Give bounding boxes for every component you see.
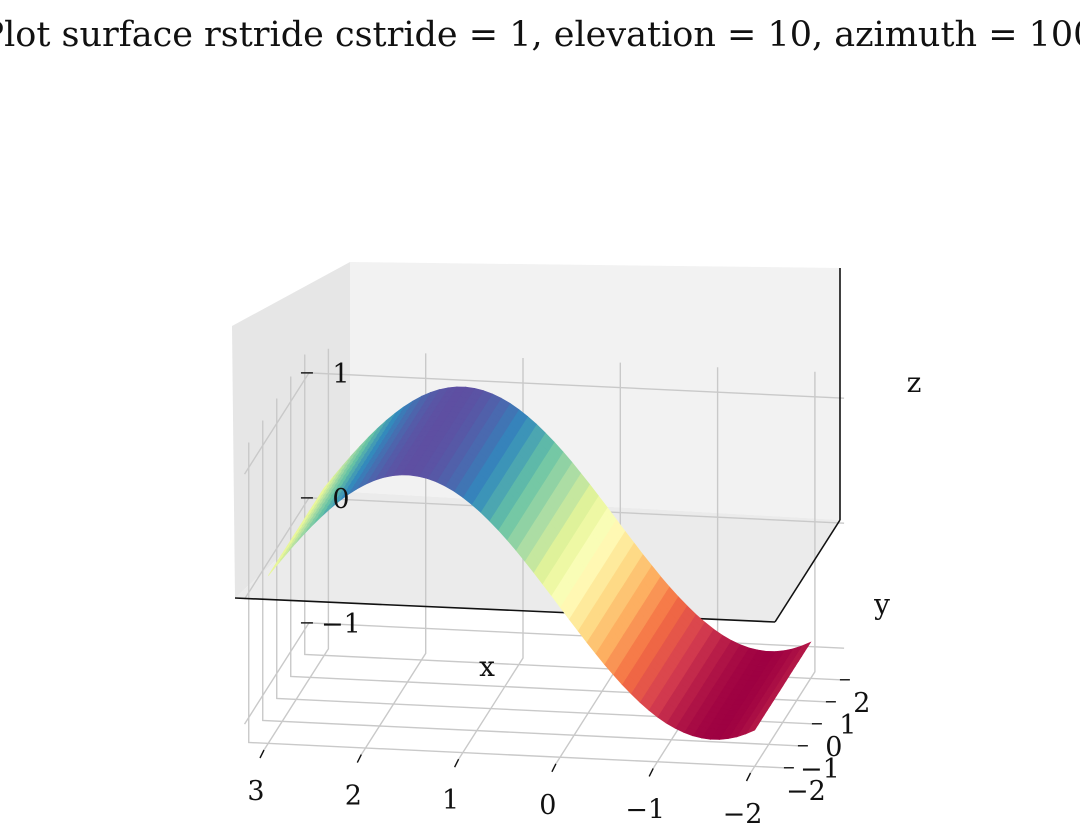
grid-line-y (262, 420, 798, 747)
y-tick-label: 0 (825, 732, 842, 763)
grid-line-y (276, 398, 812, 725)
x-tick-mark (551, 763, 557, 773)
z-axis-label: z (907, 366, 922, 399)
z-tick-label: −1 (321, 609, 361, 640)
y-tick-label: −2 (786, 776, 826, 807)
grid-line-y (248, 442, 784, 769)
y-axis-label: y (873, 588, 890, 621)
x-tick-mark (259, 749, 265, 759)
x-tick-label: 0 (539, 790, 556, 821)
x-tick-label: 1 (442, 785, 459, 816)
x-tick-mark (745, 772, 752, 782)
z-tick-label: 1 (332, 359, 349, 390)
y-tick-label: 2 (853, 688, 870, 719)
x-tick-mark (356, 754, 362, 763)
x-tick-mark (453, 758, 460, 768)
chart-title: Plot surface rstride cstride = 1, elevat… (0, 15, 1080, 55)
x-axis-label: x (479, 650, 495, 683)
back-pane (350, 262, 840, 520)
z-tick-label: 0 (332, 484, 349, 515)
grid-line-x (749, 371, 816, 774)
x-tick-mark (648, 768, 654, 777)
surface-plot (267, 386, 812, 740)
x-tick-label: 3 (247, 776, 264, 807)
x-tick-label: 2 (345, 781, 362, 812)
x-tick-labels: 3 2 1 0 −1 −2 (247, 776, 762, 830)
tick-marks (259, 372, 850, 782)
y-tick-label: 1 (839, 710, 856, 741)
x-tick-label: −2 (723, 799, 763, 830)
x-tick-label: −1 (625, 794, 665, 825)
grid-line-x (263, 348, 330, 751)
y-axis-line (774, 519, 841, 623)
z-tick-labels: 1 0 −1 (321, 359, 361, 640)
y-tick-label: −1 (800, 754, 840, 785)
surface-patch (267, 559, 281, 576)
